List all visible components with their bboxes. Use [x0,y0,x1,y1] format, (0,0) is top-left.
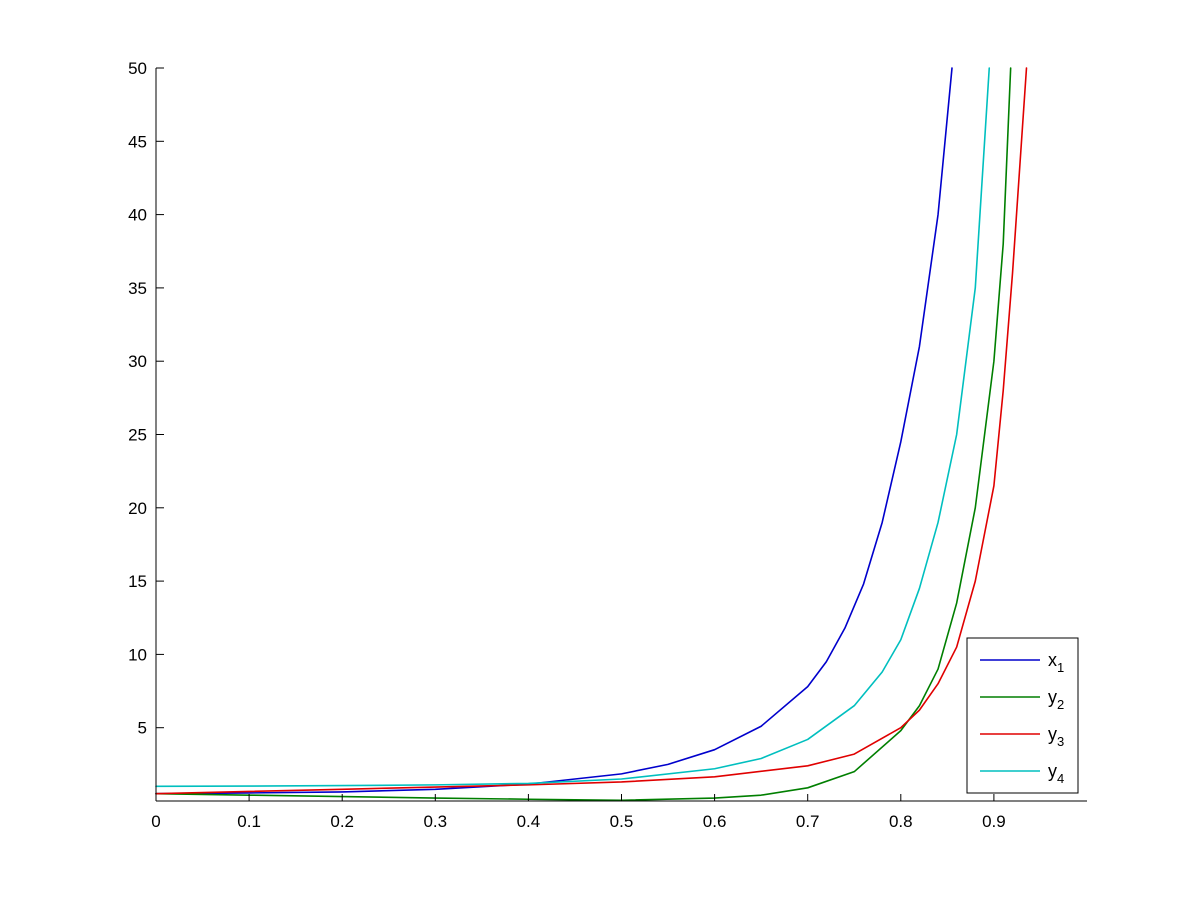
x-tick-label: 0.9 [982,812,1006,831]
legend-label-text: y [1048,761,1057,781]
y-tick-label: 15 [128,572,147,591]
y-tick-label: 50 [128,59,147,78]
y-tick-label: 5 [138,719,147,738]
legend-label-2: y2 [1048,687,1064,712]
legend-label-text: x [1048,650,1057,670]
y-tick-label: 30 [128,352,147,371]
y-tick-label: 40 [128,206,147,225]
y-tick-label: 10 [128,645,147,664]
legend-label-subscript: 3 [1057,734,1064,749]
legend-box [966,637,1079,794]
legend-label-1: x1 [1048,650,1064,675]
series-line-3 [155,67,1028,795]
x-tick-label: 0.4 [517,812,541,831]
series-line-2 [155,67,1012,802]
x-tick-label: 0.1 [237,812,261,831]
y-tick-label: 45 [128,132,147,151]
plot-background [156,68,1087,801]
x-tick-label: 0.2 [330,812,354,831]
x-tick-label: 0.5 [610,812,634,831]
x-tick-label: 0.3 [423,812,447,831]
x-tick-label: 0.6 [703,812,727,831]
legend-label-subscript: 2 [1057,697,1064,712]
x-tick-label: 0 [151,812,160,831]
series-line-4 [155,67,991,788]
legend-label-3: y3 [1048,724,1064,749]
x-tick-label: 0.8 [889,812,913,831]
legend-label-text: y [1048,687,1057,707]
y-tick-label: 25 [128,426,147,445]
y-tick-label: 20 [128,499,147,518]
x-ticks: 0 0.1 0.2 0.3 0.4 0.5 0.6 0.7 0.8 0.9 [151,794,1006,831]
x-tick-label: 0.7 [796,812,820,831]
series-layer [155,67,1028,802]
y-ticks: 5 10 15 20 25 30 35 40 45 50 [128,59,164,738]
legend-label-4: y4 [1048,761,1064,786]
y-tick-label: 35 [128,279,147,298]
series-line-1 [155,67,953,795]
legend-label-subscript: 1 [1057,660,1064,675]
legend-label-text: y [1048,724,1057,744]
legend-label-subscript: 4 [1057,771,1064,786]
